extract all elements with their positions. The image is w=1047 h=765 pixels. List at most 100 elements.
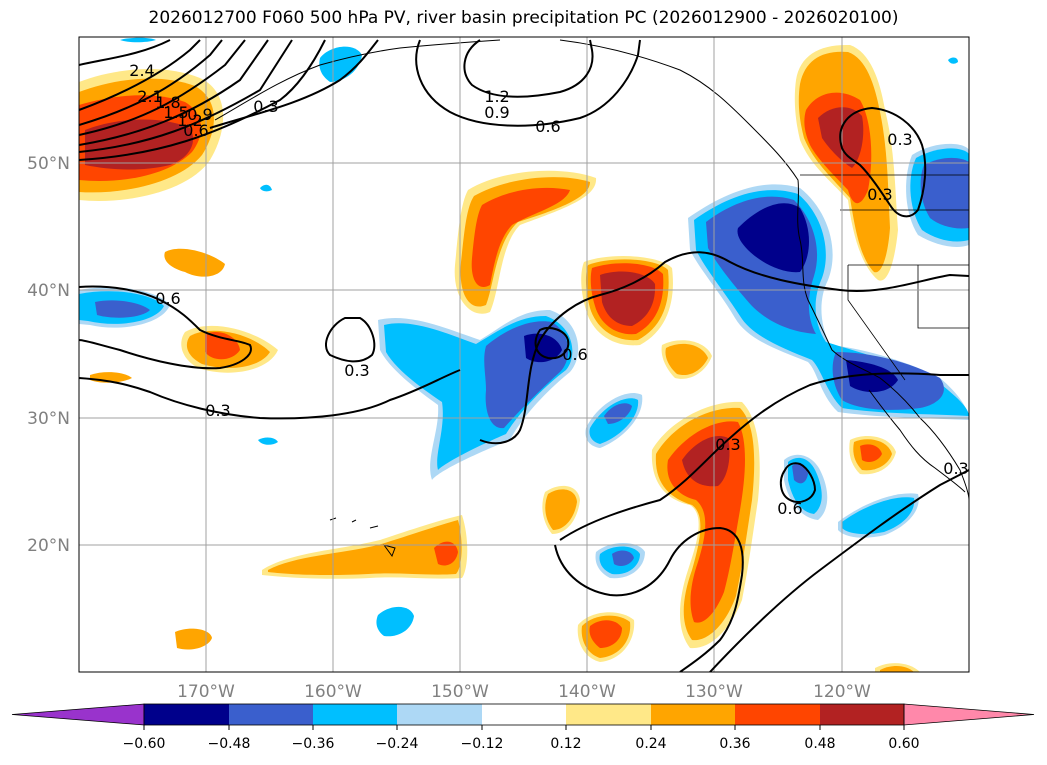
precip-blob [860,444,882,462]
colorbar-tick-label: −0.24 [376,736,419,752]
map-panel: 2.4 2.1 1.8 1.5 1.2 0.9 0.6 0.3 1.2 0.9 … [27,36,970,702]
coastline [868,389,966,493]
lon-label-140w: 140°W [558,682,616,702]
colorbar: −0.60 −0.48 −0.36 −0.24 −0.12 0.12 0.24 … [11,703,1035,752]
longitude-labels: 170°W 160°W 150°W 140°W 130°W 120°W [177,682,871,702]
pv-contour [839,106,927,218]
precip-blob [205,331,240,360]
pv-contour [325,317,376,363]
state-border [917,265,969,329]
colorbar-ticks [143,725,905,730]
colorbar-tick-label: −0.60 [123,736,166,752]
precip-blob [846,360,898,393]
pv-contour [79,285,252,370]
precip-blob [95,300,150,318]
contour-label: 1.5 [163,103,188,122]
pv-contour [479,251,969,445]
contour-label: 1.8 [155,93,180,112]
pv-contour [79,369,461,420]
colorbar-segment [566,704,651,725]
colorbar-segment [651,704,735,725]
lon-label-120w: 120°W [813,682,871,702]
contour-label: 0.3 [715,435,740,454]
contour-label: 2.1 [137,87,162,106]
colorbar-segment [229,704,313,725]
lon-label-170w: 170°W [177,682,235,702]
precip-blob [737,203,809,273]
lon-label-150w: 150°W [431,682,489,702]
precip-blob [792,463,808,484]
precip-blob [258,437,278,445]
contour-label: 0.6 [535,117,560,136]
colorbar-tick-label: −0.48 [208,736,251,752]
pv-contour [79,39,201,111]
lon-label-160w: 160°W [304,682,362,702]
border-layer [800,174,969,381]
colorbar-extend-low [11,703,145,726]
contour-label: 0.9 [484,103,509,122]
contour-label: 0.3 [943,459,968,478]
pv-contour [79,39,269,146]
pv-contour [709,469,969,672]
precip-blob [434,541,458,566]
pv-contour [559,372,969,541]
contour-label: 1.2 [484,87,509,106]
colorbar-tick-label: 0.60 [888,736,919,752]
contour-label: 0.3 [253,97,278,116]
precip-blob [120,37,156,43]
map-title: 2026012700 F060 500 hPa PV, river basin … [148,8,899,28]
contour-label: 0.6 [562,345,587,364]
precip-blob [612,550,634,566]
precip-blob [665,343,708,376]
map-frame [78,36,970,673]
colorbar-extend-high [903,703,1035,726]
colorbar-tick-label: −0.36 [292,736,335,752]
pv-contour [463,39,594,98]
contour-labels: 2.4 2.1 1.8 1.5 1.2 0.9 0.6 0.3 1.2 0.9 … [129,61,968,518]
precip-blob [260,184,272,192]
lat-label-50n: 50°N [27,154,70,174]
colorbar-segment [313,704,397,725]
colorbar-frame [143,703,905,726]
colorbar-tick-label: −0.12 [461,736,504,752]
coastline [214,39,501,121]
contour-label: 0.3 [205,401,230,420]
colorbar-tick-label: 0.12 [550,736,581,752]
pv-contour [534,327,570,360]
colorbar-segment [397,704,482,725]
contour-label: 0.3 [887,130,912,149]
precip-blob [164,248,225,277]
pv-contour [79,39,171,66]
contour-label: 0.6 [777,499,802,518]
colorbar-tick-label: 0.48 [804,736,835,752]
lat-label-30n: 30°N [27,409,70,429]
precip-blob [842,497,915,535]
pv-contour [779,462,817,503]
contour-label: 0.3 [867,185,892,204]
precip-blob [604,403,632,424]
lat-label-40n: 40°N [27,281,70,301]
precip-blob [545,489,577,530]
state-border [847,265,906,381]
precip-blob [948,57,958,64]
colorbar-tick-labels: −0.60 −0.48 −0.36 −0.24 −0.12 0.12 0.24 … [123,736,920,752]
colorbar-segment [820,704,904,725]
pv-contour [79,39,223,126]
precip-blob [880,666,914,672]
pv-contour [554,526,744,672]
pv-contour [79,39,326,161]
precip-blob [319,46,362,82]
precip-blob [376,606,414,637]
graticule-layer [79,37,969,672]
contour-label: 1.2 [177,111,202,130]
precip-blob [268,520,462,576]
precip-blob [175,628,212,650]
contour-label: 0.6 [155,289,180,308]
lon-label-130w: 130°W [685,682,743,702]
contour-label: 0.6 [183,121,208,140]
colorbar-tick-label: 0.36 [719,736,750,752]
pv-contour [415,39,641,127]
pv-contour [79,39,246,136]
colorbar-segment [144,704,229,725]
pv-contour-layer [79,39,969,672]
